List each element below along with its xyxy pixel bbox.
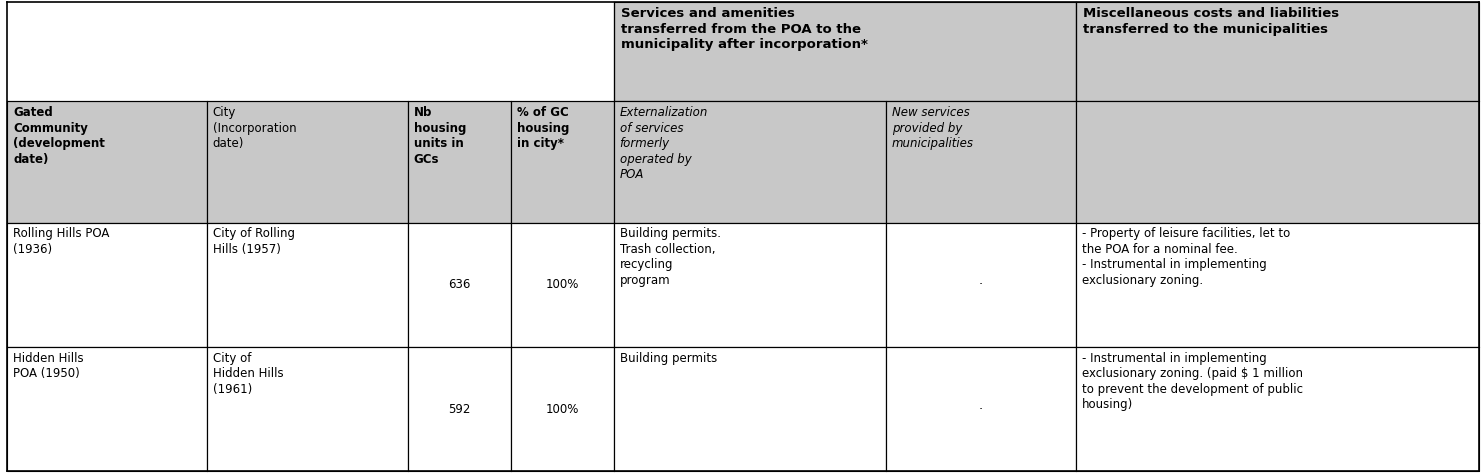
Bar [1076,2,1479,101]
Text: New services
provided by
municipalities: New services provided by municipalities [892,107,974,150]
Bar [408,101,511,223]
Bar [886,347,1076,471]
Text: Building permits.
Trash collection,
recycling
program: Building permits. Trash collection, recy… [619,228,720,287]
Bar [511,2,614,101]
Text: Services and amenities
transferred from the POA to the
municipality after incorp: Services and amenities transferred from … [621,7,868,51]
Bar [1076,347,1479,471]
Text: ·: · [978,403,983,416]
Bar [614,2,1076,101]
Bar [614,101,886,223]
Bar [511,223,614,347]
Text: City of
Hidden Hills
(1961): City of Hidden Hills (1961) [213,352,283,396]
Bar [7,101,207,223]
Text: % of GC
housing
in city*: % of GC housing in city* [517,107,569,150]
Text: Gated
Community
(development
date): Gated Community (development date) [13,107,105,166]
Text: 100%: 100% [545,278,579,291]
Bar [207,101,408,223]
Text: 592: 592 [448,403,470,416]
Text: ·: · [978,278,983,291]
Bar [614,223,886,347]
Text: - Instrumental in implementing
exclusionary zoning. (paid $ 1 million
to prevent: - Instrumental in implementing exclusion… [1082,352,1303,411]
Bar [886,101,1076,223]
Text: 636: 636 [448,278,470,291]
Bar [7,347,207,471]
Bar [207,2,408,101]
Text: City
(Incorporation
date): City (Incorporation date) [213,107,296,150]
Text: Building permits: Building permits [619,352,717,365]
Bar [511,347,614,471]
Bar [7,223,207,347]
Text: Hidden Hills
POA (1950): Hidden Hills POA (1950) [13,352,84,380]
Bar [614,347,886,471]
Bar [511,101,614,223]
Text: 100%: 100% [545,403,579,416]
Bar [408,347,511,471]
Bar [1076,223,1479,347]
Bar [408,2,511,101]
Bar [1076,101,1479,223]
Text: City of Rolling
Hills (1957): City of Rolling Hills (1957) [213,228,295,256]
Text: Externalization
of services
formerly
operated by
POA: Externalization of services formerly ope… [619,107,708,181]
Text: Rolling Hills POA
(1936): Rolling Hills POA (1936) [13,228,110,256]
Bar [408,223,511,347]
Text: Miscellaneous costs and liabilities
transferred to the municipalities: Miscellaneous costs and liabilities tran… [1083,7,1340,36]
Bar [207,223,408,347]
Bar [886,223,1076,347]
Bar [207,347,408,471]
Text: Nb
housing
units in
GCs: Nb housing units in GCs [413,107,465,166]
Text: - Property of leisure facilities, let to
the POA for a nominal fee.
- Instrument: - Property of leisure facilities, let to… [1082,228,1289,287]
Bar [7,2,207,101]
